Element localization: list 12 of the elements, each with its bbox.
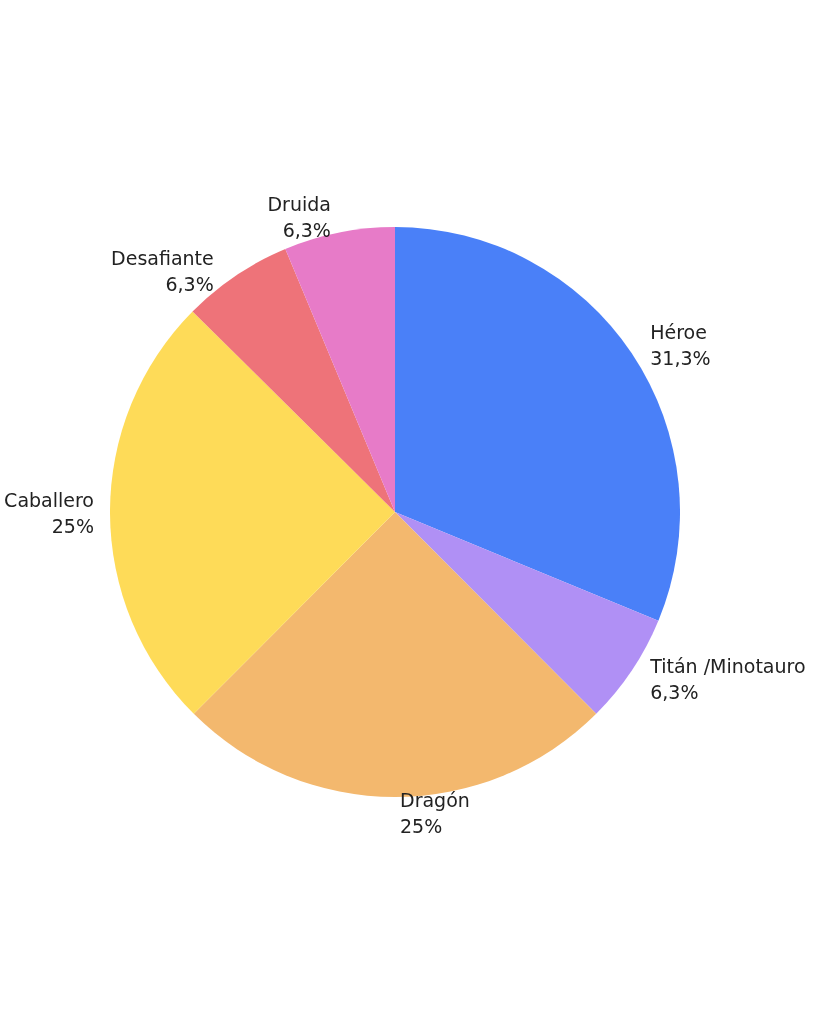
slice-label: Desafiante	[111, 246, 214, 269]
slice-label: Titán /Minotauro	[649, 655, 806, 678]
data-label: 6,3%	[650, 681, 699, 704]
data-label: 6,3%	[165, 272, 214, 295]
data-label: 6,3%	[282, 218, 331, 241]
slice-label: Druida	[267, 192, 331, 215]
slice-label: Caballero	[4, 488, 94, 511]
data-label: 31,3%	[650, 346, 711, 369]
slice-label: Héroe	[650, 320, 707, 343]
data-label: 25%	[51, 514, 94, 537]
data-label: 25%	[400, 815, 443, 837]
slice-label: Dragón	[400, 789, 470, 811]
